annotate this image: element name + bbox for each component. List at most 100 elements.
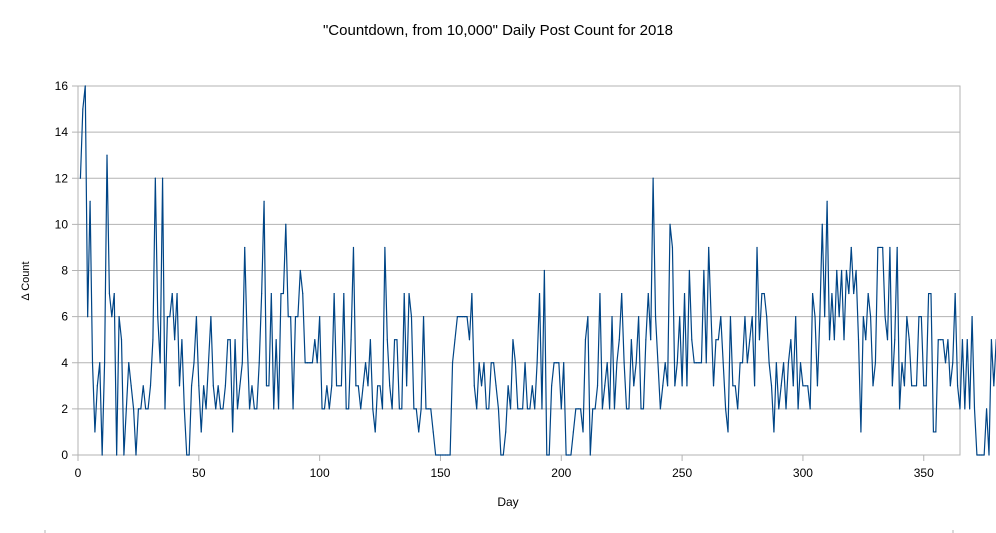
data-point	[169, 316, 171, 318]
data-point	[722, 362, 724, 364]
y-tick-label: 12	[55, 171, 69, 185]
data-point	[577, 408, 579, 410]
data-point	[229, 339, 231, 341]
data-point	[688, 269, 690, 272]
data-point	[116, 454, 118, 456]
data-point	[937, 339, 939, 341]
data-point	[775, 362, 777, 364]
data-point	[478, 362, 480, 364]
data-point	[321, 408, 323, 410]
data-point	[710, 316, 712, 318]
data-point	[642, 408, 645, 410]
data-point	[261, 292, 263, 295]
data-point	[940, 339, 942, 341]
data-point	[91, 362, 94, 364]
data-point	[599, 292, 601, 295]
data-point	[447, 454, 449, 456]
data-point	[338, 385, 340, 387]
data-point	[106, 154, 108, 156]
data-point	[316, 362, 318, 364]
data-point	[913, 385, 915, 387]
data-point	[797, 408, 799, 410]
data-point	[176, 292, 178, 295]
data-point	[990, 339, 993, 341]
data-point	[84, 85, 86, 87]
data-point	[236, 408, 239, 410]
data-point	[927, 292, 930, 295]
data-point	[664, 362, 666, 364]
data-point	[944, 362, 947, 364]
data-point	[244, 246, 246, 249]
data-point	[720, 316, 722, 318]
data-point	[971, 316, 973, 318]
data-point	[435, 454, 437, 456]
data-point	[442, 454, 444, 456]
data-point	[831, 292, 833, 295]
data-point	[712, 385, 715, 387]
data-point	[744, 316, 746, 318]
data-point	[824, 316, 826, 318]
data-point	[896, 246, 898, 249]
data-point	[466, 316, 468, 318]
data-point	[449, 454, 451, 456]
data-point	[751, 316, 753, 318]
data-point	[638, 316, 640, 318]
data-point	[674, 385, 676, 387]
data-point	[903, 385, 906, 387]
data-point	[741, 362, 744, 364]
data-point	[840, 269, 843, 272]
data-point	[241, 362, 243, 364]
data-point	[804, 385, 806, 387]
data-point	[611, 316, 613, 318]
data-point	[959, 408, 961, 410]
data-point	[732, 385, 734, 387]
data-point	[326, 385, 328, 387]
data-point	[529, 408, 531, 410]
data-point	[335, 385, 338, 387]
data-point	[193, 362, 195, 364]
data-point	[94, 431, 96, 433]
data-point	[814, 316, 816, 318]
data-point	[898, 408, 901, 410]
data-point	[410, 316, 413, 318]
data-point	[647, 292, 649, 295]
data-point	[988, 454, 990, 456]
data-point	[671, 246, 674, 249]
series-line	[79, 85, 996, 456]
data-point	[125, 408, 127, 410]
x-tick-label: 150	[430, 466, 450, 480]
data-point	[485, 408, 487, 410]
data-point	[792, 385, 794, 387]
data-point	[601, 408, 603, 410]
data-point	[379, 385, 381, 387]
data-point	[551, 385, 553, 387]
data-point	[570, 454, 572, 456]
data-point	[676, 362, 678, 364]
data-point	[587, 316, 589, 318]
data-point	[780, 385, 782, 387]
data-point	[761, 292, 763, 295]
data-point	[217, 385, 219, 387]
data-point	[553, 362, 555, 364]
data-point	[867, 292, 869, 295]
series-points	[79, 85, 996, 456]
data-point	[203, 385, 205, 387]
data-point	[923, 385, 925, 387]
data-point	[548, 454, 550, 456]
data-point	[111, 316, 113, 318]
data-point	[645, 339, 647, 341]
data-point	[935, 431, 937, 433]
data-point	[715, 339, 717, 341]
data-point	[377, 385, 379, 387]
data-point	[961, 339, 964, 341]
data-point	[628, 408, 630, 410]
data-point	[860, 431, 862, 433]
y-tick-label: 16	[55, 79, 69, 93]
data-point	[932, 431, 935, 433]
data-point	[205, 408, 207, 410]
data-point	[130, 385, 132, 387]
data-point	[623, 362, 625, 364]
data-point	[802, 385, 804, 387]
data-point	[468, 339, 471, 341]
data-point	[966, 339, 968, 341]
